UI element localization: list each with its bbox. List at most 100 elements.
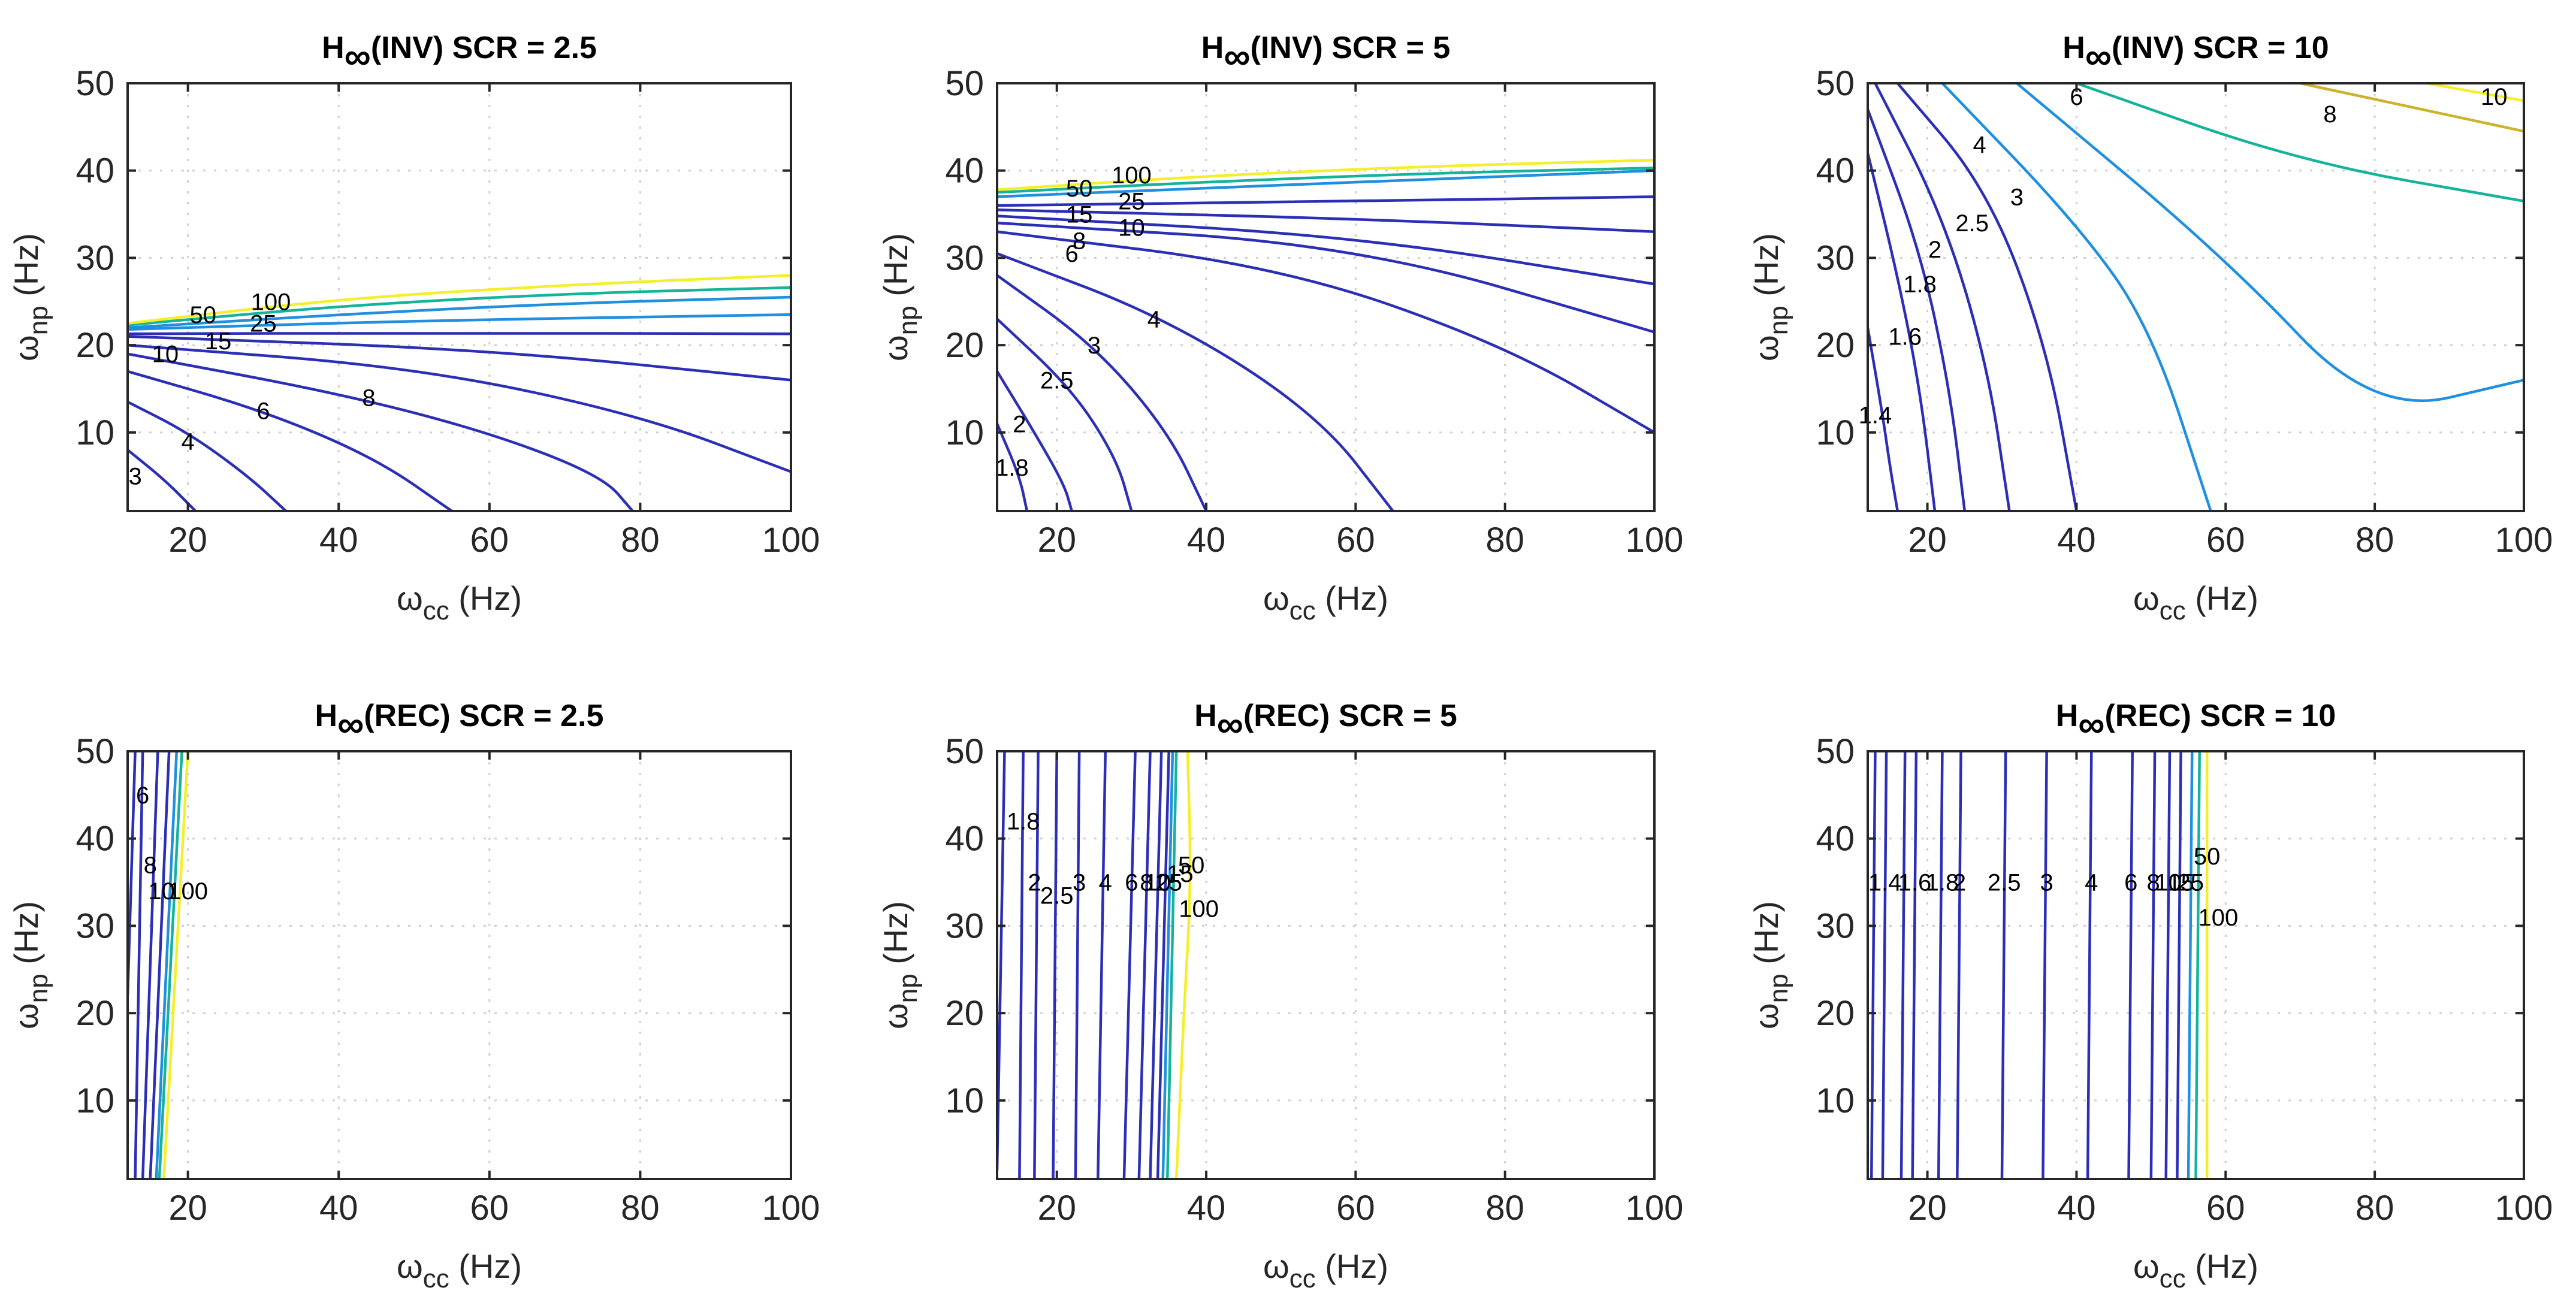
- x-tick-label: 100: [762, 521, 820, 560]
- contour-line-6: [2127, 751, 2134, 1179]
- x-axis-label-subscript: cc: [423, 596, 449, 625]
- panel-title-infinity: ∞: [337, 704, 364, 745]
- y-tick-label: 20: [76, 326, 114, 365]
- y-axis-label-subscript: np: [893, 974, 923, 1003]
- contour-label-10: 10: [1144, 870, 1171, 896]
- axes-box: [996, 82, 1656, 512]
- contour-label-10: 10: [2481, 84, 2508, 110]
- contour-label-8: 8: [2146, 870, 2160, 896]
- contour-line-15: [997, 195, 1654, 207]
- contour-label-15: 15: [2167, 870, 2194, 896]
- contour-label-6: 6: [2070, 84, 2083, 110]
- panel-title-infinity: ∞: [2078, 704, 2104, 745]
- y-tick-label: 50: [1816, 64, 1855, 103]
- x-tick-label: 20: [1037, 1189, 1076, 1228]
- contour-line-6: [997, 230, 1654, 434]
- y-axis-label-unit: (Hz): [877, 233, 914, 306]
- contour-label-25: 25: [1155, 870, 1182, 896]
- contour-label-10: 10: [148, 878, 175, 905]
- contour-label-2: 2: [1953, 870, 1966, 896]
- contour-label-4: 4: [1147, 306, 1161, 332]
- contour-label-10: 10: [152, 341, 179, 368]
- y-tick-label: 50: [76, 732, 114, 771]
- y-tick-label: 30: [1816, 238, 1855, 277]
- contour-label-8: 8: [362, 385, 375, 412]
- contour-line-2: [997, 370, 1073, 511]
- contour-line-25: [2187, 751, 2194, 1179]
- y-axis-label-unit: (Hz): [877, 901, 914, 974]
- panel-title-infinity: ∞: [1217, 704, 1243, 745]
- contour-line-1.8: [997, 423, 1029, 511]
- contour-label-1.8: 1.8: [1926, 870, 1959, 896]
- contour-line-10: [155, 751, 179, 1179]
- plot-area: [128, 751, 189, 1179]
- y-axis-label: ωnp (Hz): [877, 901, 923, 1029]
- x-tick-label: 20: [1908, 1189, 1947, 1228]
- contour-line-50: [1165, 751, 1178, 1179]
- contour-label-100: 100: [2198, 905, 2238, 931]
- contour-line-unlabeled-7: [997, 214, 1654, 286]
- contour-line-2: [1874, 83, 2011, 511]
- contour-line-1.6: [1868, 153, 1937, 511]
- contour-label-3: 3: [2010, 184, 2024, 210]
- contour-line-8: [997, 221, 1654, 334]
- contour-panel-3: 1.4 1.6 1.8 2 2.5 34 6 8 10 20 40 60 80 100 10 20 30 40 50…: [1747, 31, 2553, 625]
- contour-label-4: 4: [1099, 870, 1112, 896]
- x-axis-label: ωcc (Hz): [397, 1247, 522, 1293]
- x-axis-label-unit: (Hz): [2186, 579, 2258, 617]
- y-tick-label: 40: [1816, 152, 1855, 191]
- x-tick-label: 60: [1336, 1189, 1375, 1228]
- contour-line-unlabeled-4: [128, 343, 791, 473]
- contour-panel-2: 1.8 2 2.5 3 4 68 10 15 25 50 100 20 40 60 80 100 10 20 30 4…: [877, 31, 1683, 625]
- x-tick-label: 100: [762, 1189, 820, 1228]
- y-axis-label-unit: (Hz): [7, 233, 45, 306]
- y-axis-label-subscript: np: [24, 306, 53, 335]
- x-axis-label-subscript: cc: [1289, 596, 1316, 625]
- x-tick-label: 80: [1485, 521, 1524, 560]
- contour-line-100: [162, 751, 189, 1179]
- y-tick-label: 30: [76, 906, 114, 945]
- x-tick-label: 40: [2057, 1189, 2096, 1228]
- y-axis-label-symbol: ω: [1747, 1003, 1785, 1029]
- x-axis-label-symbol: ω: [1263, 1247, 1289, 1285]
- contour-line-2: [1033, 751, 1040, 1179]
- contour-line-10: [2164, 751, 2172, 1179]
- x-tick-label: 60: [2206, 1189, 2245, 1228]
- panel-title-prefix: H: [1194, 699, 1217, 733]
- contour-line-1.4: [1868, 327, 1899, 511]
- contour-label-3: 3: [1088, 332, 1101, 359]
- panel-title-prefix: H: [2056, 699, 2079, 733]
- x-tick-label: 80: [621, 521, 660, 560]
- contour-line-unlabeled-7: [128, 313, 791, 331]
- y-tick-label: 10: [76, 1081, 114, 1120]
- contour-line-2: [1956, 751, 1962, 1179]
- panel-title-prefix: H: [315, 699, 338, 733]
- y-tick-label: 20: [945, 994, 984, 1033]
- contour-label-6: 6: [1065, 241, 1079, 267]
- x-tick-label: 40: [2057, 521, 2096, 560]
- contour-line-50: [2194, 751, 2201, 1179]
- y-tick-label: 10: [945, 413, 984, 452]
- contour-line-2.5: [997, 318, 1133, 511]
- contour-label-3: 3: [2040, 870, 2053, 896]
- x-tick-label: 100: [2495, 1189, 2553, 1228]
- contour-label-8: 8: [144, 852, 157, 878]
- axes-box: [996, 750, 1656, 1180]
- contour-label-2.5: 2.5: [1040, 367, 1074, 394]
- contour-line-unlabeled-2: [1899, 751, 1907, 1179]
- contour-label-1.6: 1.6: [1888, 324, 1922, 350]
- contour-label-2: 2: [1928, 237, 1941, 263]
- contour-line-50: [128, 286, 791, 327]
- panel-title: H∞(INV) SCR = 2.5: [322, 31, 597, 77]
- x-axis-label-unit: (Hz): [449, 579, 522, 617]
- x-axis-label-unit: (Hz): [449, 1247, 522, 1285]
- contour-label-100: 100: [1112, 162, 1152, 189]
- y-tick-label: 20: [1816, 326, 1855, 365]
- contour-line-100: [1174, 751, 1192, 1179]
- panel-title-text: (REC) SCR = 2.5: [364, 699, 603, 733]
- contour-label-15: 15: [1066, 202, 1093, 228]
- contour-label-2: 2: [1013, 411, 1026, 437]
- panel-title: H∞(REC) SCR = 10: [2056, 699, 2336, 745]
